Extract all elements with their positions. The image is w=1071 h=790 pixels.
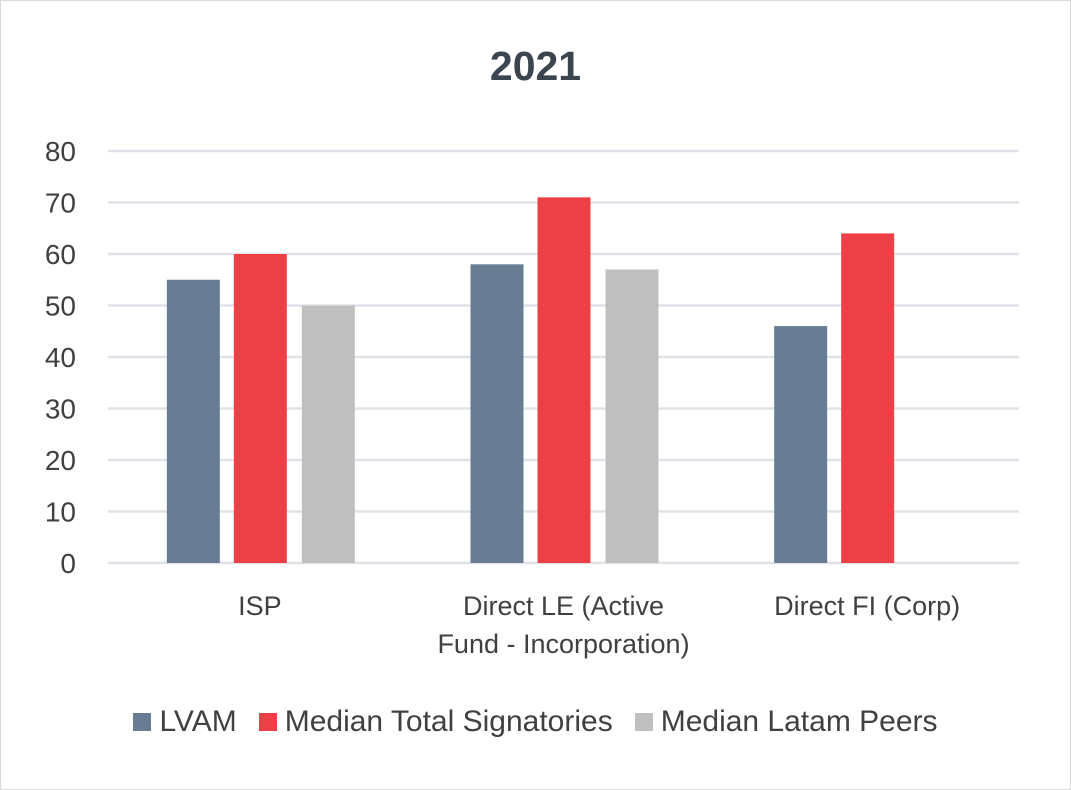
legend-label: Median Latam Peers <box>660 705 938 738</box>
bar-lvam <box>470 264 524 563</box>
legend-swatch <box>258 713 277 731</box>
legend-label: Median Total Signatories <box>284 705 613 738</box>
x-category-label: Fund - Incorporation) <box>437 629 689 659</box>
y-tick-label: 60 <box>45 239 76 270</box>
bar-lvam <box>774 326 828 563</box>
y-tick-label: 10 <box>45 497 76 528</box>
bar-lvam <box>166 279 220 563</box>
y-tick-label: 50 <box>45 291 76 322</box>
legend: LVAM Median Total Signatories Median Latam… <box>1 705 1070 739</box>
legend-swatch <box>634 713 653 731</box>
bar-median-latam-peers <box>301 305 355 563</box>
legend-label: LVAM <box>159 705 237 738</box>
x-category-label: ISP <box>238 591 282 621</box>
plot-area: 0 10 20 30 40 50 60 70 80 ISP Direct LE (Active Fun… <box>45 136 1019 659</box>
y-tick-label: 30 <box>45 394 76 425</box>
legend-item: Median Latam Peers <box>634 705 938 739</box>
legend-item: LVAM <box>133 705 237 739</box>
legend-item: Median Total Signatories <box>258 705 613 739</box>
y-tick-label: 0 <box>60 548 76 579</box>
y-tick-label: 70 <box>45 188 76 219</box>
y-tick-label: 80 <box>45 136 76 167</box>
chart-title: 2021 <box>489 43 582 89</box>
legend-swatch <box>133 713 152 731</box>
y-tick-label: 20 <box>45 445 76 476</box>
x-category-label: Direct FI (Corp) <box>774 591 960 621</box>
x-category-label: Direct LE (Active <box>463 591 664 621</box>
bar-median-total-signatories <box>841 233 895 563</box>
bar-median-latam-peers <box>605 269 659 563</box>
bar-median-total-signatories <box>233 254 287 563</box>
y-tick-label: 40 <box>45 342 76 373</box>
bar-median-total-signatories <box>537 197 591 563</box>
